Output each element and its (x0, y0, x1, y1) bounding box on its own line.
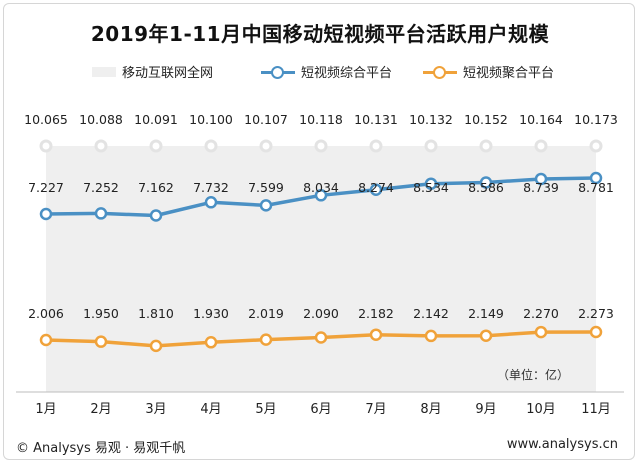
data-label: 7.252 (83, 180, 119, 195)
series-point-comprehensive (534, 172, 548, 186)
series-point-comprehensive (589, 171, 603, 185)
x-tick-label: 8月 (420, 402, 441, 417)
series-point-comprehensive (94, 207, 108, 220)
series-point-aggregated (424, 329, 438, 343)
data-label: 2.090 (303, 306, 339, 321)
x-tick-label: 3月 (145, 402, 166, 417)
data-label: 2.149 (468, 306, 504, 321)
series-point-comprehensive (204, 196, 218, 209)
data-label: 10.132 (409, 112, 453, 127)
data-label: 2.006 (28, 306, 64, 321)
series-point-aggregated (259, 333, 273, 346)
data-label: 2.182 (358, 306, 394, 321)
series-point-aggregated (479, 329, 493, 342)
series-point-aggregated (39, 333, 53, 347)
x-tick-label: 6月 (310, 402, 331, 417)
data-label: 7.162 (138, 180, 174, 195)
data-label: 10.131 (354, 112, 398, 127)
unit-label: （单位：亿） (497, 368, 570, 382)
data-label: 10.088 (79, 112, 123, 127)
total-point (259, 139, 273, 153)
data-label: 10.065 (24, 112, 68, 127)
total-point (39, 139, 53, 153)
data-label: 10.107 (244, 112, 288, 127)
series-point-aggregated (314, 331, 328, 344)
data-label: 8.739 (523, 180, 559, 195)
data-label: 2.142 (413, 306, 449, 321)
legend-swatch-aggregated (423, 65, 457, 79)
data-label: 8.586 (468, 180, 504, 195)
total-point (479, 139, 493, 153)
source-url: www.analysys.cn (506, 437, 618, 452)
series-point-comprehensive (424, 177, 438, 190)
data-label: 8.781 (578, 180, 614, 195)
x-tick-label: 10月 (526, 402, 556, 417)
data-label: 7.732 (193, 180, 229, 195)
data-label: 10.164 (519, 112, 563, 127)
total-point (149, 139, 163, 153)
legend-swatch-comprehensive (261, 65, 295, 79)
x-tick-label: 5月 (255, 402, 276, 417)
x-tick-label: 4月 (200, 402, 221, 417)
x-tick-label: 2月 (90, 402, 111, 417)
data-label: 1.810 (138, 306, 174, 321)
legend-label-total: 移动互联网全网 (122, 66, 214, 81)
chart-title: 2019年1-11月中国移动短视频平台活跃用户规模 (90, 22, 550, 46)
data-label: 2.273 (578, 306, 614, 321)
chart-frame (3, 3, 635, 460)
data-label: 1.950 (83, 306, 119, 321)
legend-swatch-total (92, 66, 116, 77)
series-point-comprehensive (369, 183, 383, 196)
series-point-aggregated (589, 325, 603, 339)
total-point (589, 139, 603, 153)
data-label: 7.599 (248, 180, 284, 195)
total-area (46, 146, 596, 392)
legend-label-aggregated: 短视频聚合平台 (463, 66, 555, 81)
series-point-comprehensive (314, 189, 328, 202)
data-label: 2.019 (248, 306, 284, 321)
series-point-comprehensive (39, 207, 53, 221)
legend: 移动互联网全网 短视频综合平台 短视频聚合平台 (0, 62, 640, 82)
data-label: 8.274 (358, 180, 394, 195)
series-point-aggregated (369, 328, 383, 341)
data-label: 8.534 (413, 180, 449, 195)
data-label: 10.118 (299, 112, 343, 127)
data-label: 1.930 (193, 306, 229, 321)
data-label: 8.034 (303, 180, 339, 195)
x-tick-label: 1月 (35, 402, 56, 417)
total-point (534, 139, 548, 153)
series-point-comprehensive (479, 176, 493, 189)
total-point (204, 139, 218, 153)
x-tick-label: 11月 (581, 402, 611, 417)
legend-item-total: 移动互联网全网 (92, 62, 213, 81)
series-point-comprehensive (149, 209, 163, 222)
series-point-aggregated (149, 339, 163, 353)
data-label: 10.173 (574, 112, 618, 127)
series-point-aggregated (94, 335, 108, 348)
legend-item-comprehensive: 短视频综合平台 (261, 62, 392, 81)
series-point-aggregated (204, 336, 218, 349)
data-label: 10.091 (134, 112, 178, 127)
data-label: 10.100 (189, 112, 233, 127)
legend-label-comprehensive: 短视频综合平台 (301, 66, 393, 81)
data-label: 10.152 (464, 112, 508, 127)
x-tick-label: 7月 (365, 402, 386, 417)
x-tick-label: 9月 (475, 402, 496, 417)
series-point-comprehensive (259, 199, 273, 212)
data-label: 7.227 (28, 180, 64, 195)
data-label: 2.270 (523, 306, 559, 321)
series-point-aggregated (534, 325, 548, 339)
source-credit: © Analysys 易观 · 易观千帆 (16, 441, 186, 456)
legend-item-aggregated: 短视频聚合平台 (423, 62, 554, 81)
total-point (314, 139, 328, 153)
total-point (424, 139, 438, 153)
total-point (369, 139, 383, 153)
total-point (94, 139, 108, 153)
